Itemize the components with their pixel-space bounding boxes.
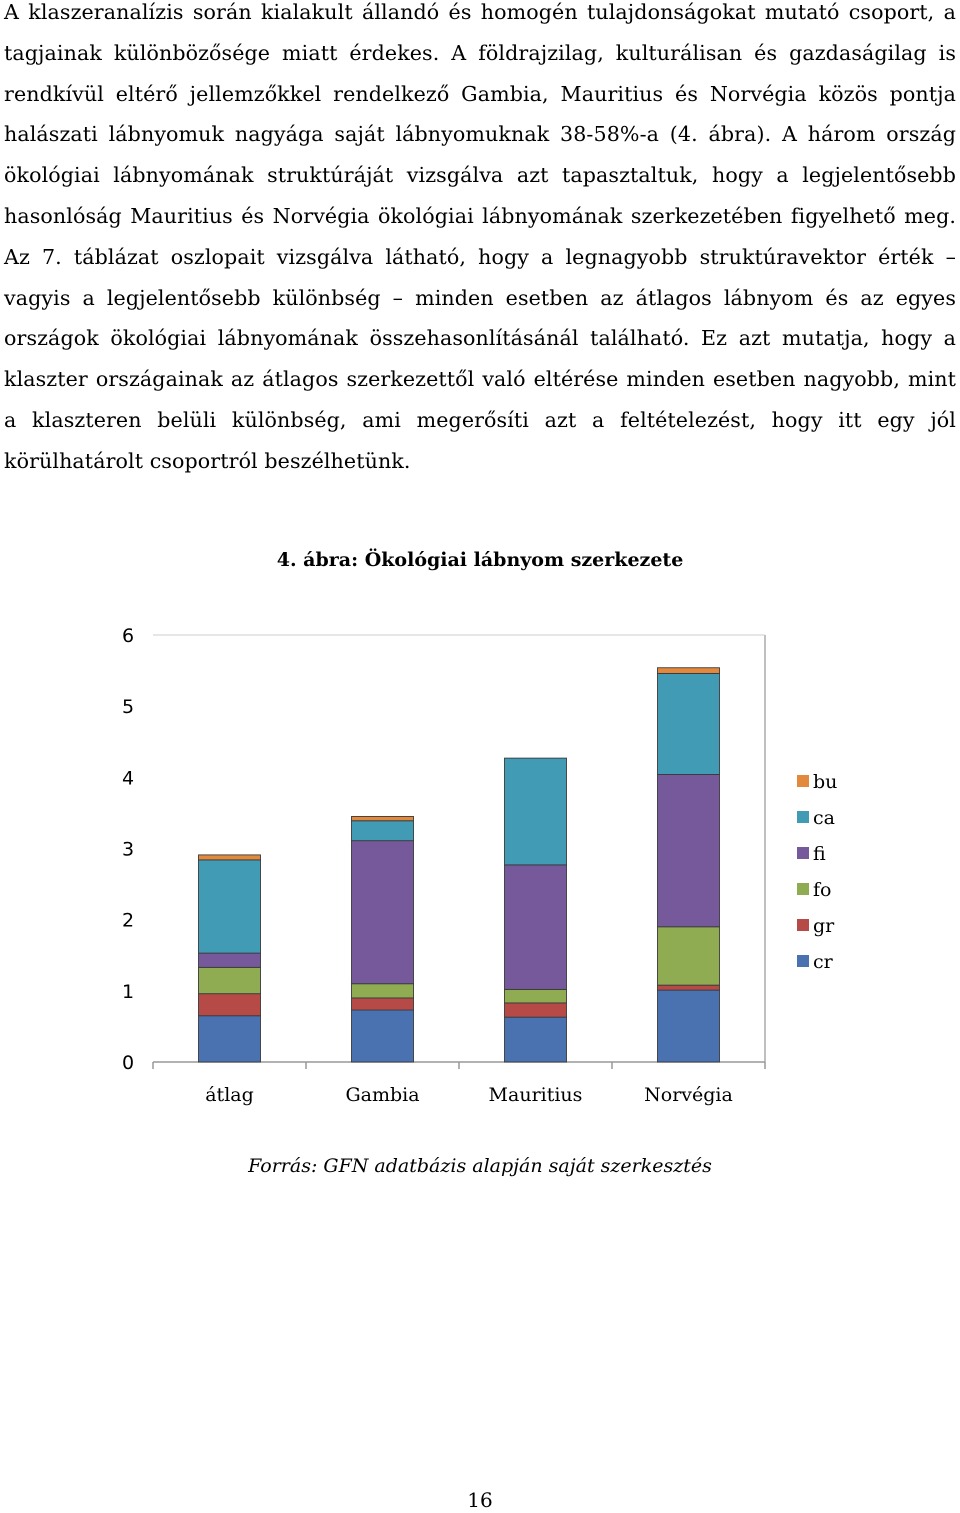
y-tick-label: 1	[122, 981, 134, 1003]
y-tick-label: 0	[122, 1052, 134, 1074]
body-paragraph: A klaszeranalízis során kialakult álland…	[4, 0, 956, 473]
bar-segment-gr-2	[351, 997, 414, 1011]
page-number: 16	[467, 1488, 493, 1512]
bar-segment-fo-2	[351, 983, 414, 999]
bar-segment-bu-2	[351, 816, 414, 822]
x-category-label: Mauritius	[489, 1084, 583, 1106]
bar-segment-ca-4	[657, 672, 720, 775]
y-tick-label: 5	[122, 696, 134, 718]
chart-bars	[198, 667, 720, 1063]
bar-segment-cr-2	[351, 1009, 414, 1063]
figure-title: 4. ábra: Ökológiai lábnyom szerkezete	[276, 549, 684, 571]
bar-segment-ca-2	[351, 820, 414, 842]
legend-swatch-gr	[797, 919, 809, 931]
bar-segment-gr-4	[657, 984, 720, 991]
legend-label-ca: ca	[813, 807, 835, 829]
bar-segment-bu-4	[657, 667, 720, 674]
legend-swatch-ca	[797, 811, 809, 823]
y-tick-label: 3	[122, 839, 134, 861]
bar-segment-fi-4	[657, 774, 720, 928]
figure-source-note: Forrás: GFN adatbázis alapján saját szer…	[248, 1155, 712, 1177]
x-category-label: Gambia	[345, 1084, 419, 1106]
legend-label-gr: gr	[813, 915, 835, 937]
legend-label-fi: fi	[813, 843, 826, 865]
bar-segment-ca-3	[504, 757, 567, 866]
legend-swatch-fo	[797, 883, 809, 895]
y-tick-label: 2	[122, 910, 134, 932]
legend-label-fo: fo	[813, 879, 831, 901]
bar-segment-fi-1	[198, 952, 261, 968]
x-category-label: Norvégia	[644, 1084, 733, 1106]
legend-swatch-fi	[797, 847, 809, 859]
bar-segment-fi-3	[504, 864, 567, 990]
legend-swatch-bu	[797, 775, 809, 787]
bar-segment-ca-1	[198, 859, 261, 954]
legend-label-cr: cr	[813, 951, 834, 973]
bar-segment-gr-3	[504, 1002, 567, 1018]
bar-segment-cr-1	[198, 1015, 261, 1063]
x-category-label: átlag	[205, 1084, 254, 1106]
y-tick-label: 6	[122, 625, 134, 647]
chart-legend: bu ca fi fo gr cr	[797, 771, 837, 973]
bar-segment-gr-1	[198, 993, 261, 1017]
legend-swatch-cr	[797, 955, 809, 967]
bar-segment-cr-4	[657, 989, 720, 1063]
y-tick-label: 4	[122, 767, 134, 789]
bar-segment-fi-2	[351, 840, 414, 985]
bar-segment-fo-3	[504, 988, 567, 1004]
bar-segment-fo-4	[657, 926, 720, 986]
bar-segment-cr-3	[504, 1016, 567, 1063]
chart-labels: 0 1 2 3 4 5 6 átlag Gambia Mauritius Norvégia	[122, 625, 733, 1106]
legend-label-bu: bu	[813, 771, 837, 793]
bar-segment-fo-1	[198, 966, 261, 995]
stacked-bar-chart: 0 1 2 3 4 5 6 átlag Gambia Mauritius Norvégia bu ca…	[122, 625, 837, 1106]
bar-segment-bu-1	[198, 854, 261, 861]
